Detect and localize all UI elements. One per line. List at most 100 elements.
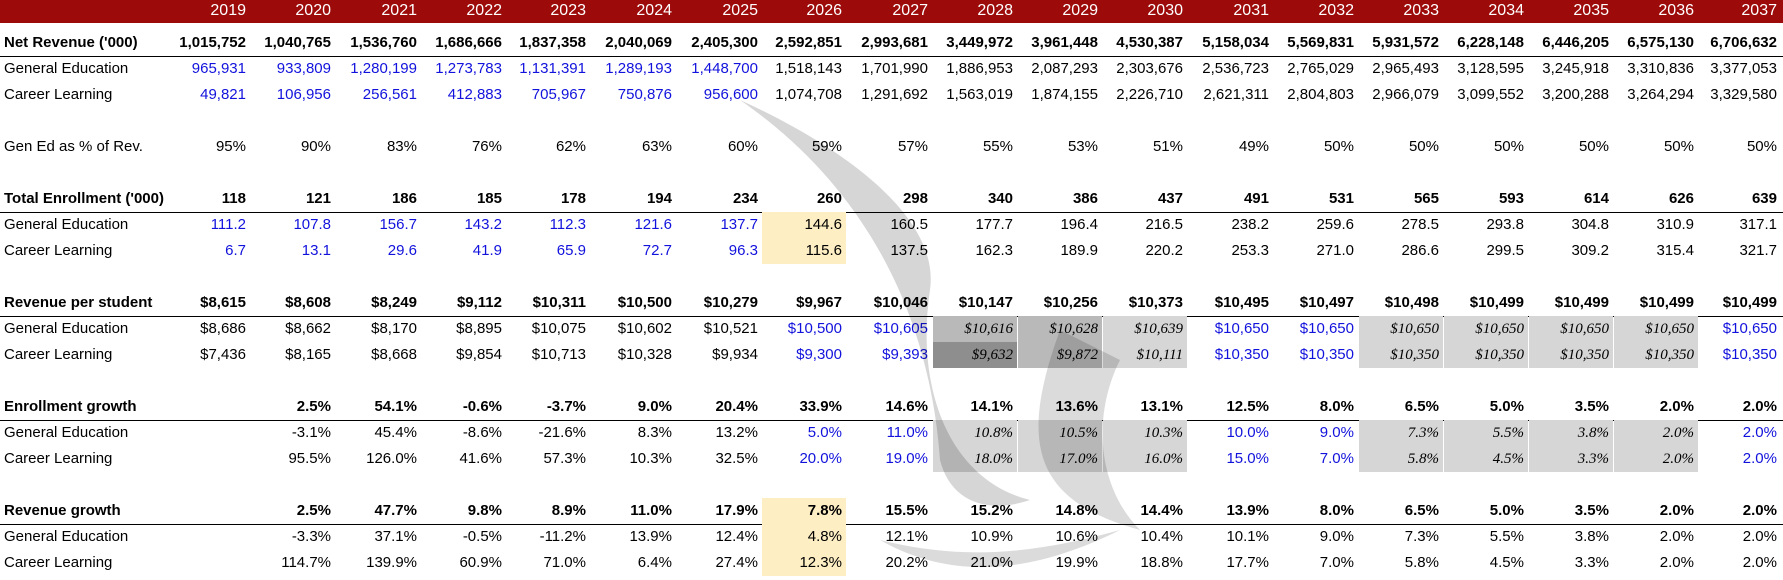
value-cell: 15.2% (970, 502, 1013, 519)
value-cell: 37.1% (374, 528, 417, 545)
section-total-row: Revenue growth 2.5% 47.7% 9.8% 8.9% 11.0% 17.9… (0, 498, 1783, 525)
value-cell: 7.3% (1359, 420, 1443, 446)
value-cell: 49,821 (200, 86, 246, 103)
value-cell: 260 (816, 190, 842, 207)
value-cell: $8,165 (285, 346, 331, 363)
value-cell: 2.0% (1659, 398, 1694, 415)
value-cell: 3.8% (1574, 528, 1609, 545)
value-cell: 5.0% (1489, 398, 1524, 415)
value-cell: 29.6 (387, 242, 417, 259)
value-cell: 2.0% (1614, 446, 1698, 472)
year-header-cell: 2020 (295, 2, 331, 19)
value-cell: 19.9% (1055, 554, 1098, 571)
value-cell: 17.9% (715, 502, 758, 519)
value-cell: 10.1% (1226, 528, 1269, 545)
value-cell: 13.6% (1055, 398, 1098, 415)
value-cell: $10,350 (1359, 342, 1443, 368)
value-cell: 55% (982, 138, 1013, 155)
value-cell: 13.9% (629, 528, 672, 545)
value-cell: 13.1% (1140, 398, 1183, 415)
value-cell: $9,112 (456, 294, 502, 311)
value-cell: 21.0% (970, 554, 1013, 571)
value-cell: 705,967 (531, 86, 586, 103)
value-cell: 5.8% (1404, 554, 1439, 571)
value-cell: 71.0% (543, 554, 586, 571)
value-cell: 15.0% (1226, 450, 1269, 467)
value-cell: 14.4% (1140, 502, 1183, 519)
value-cell: $10,373 (1128, 294, 1183, 311)
value-cell: $10,498 (1384, 294, 1439, 311)
value-cell: $10,639 (1103, 316, 1187, 342)
row-label: General Education (4, 528, 129, 545)
value-cell: 6,228,148 (1457, 34, 1524, 51)
value-cell: 27.4% (715, 554, 758, 571)
value-cell: 20.2% (885, 554, 928, 571)
value-cell: 614 (1583, 190, 1609, 207)
value-cell: 3,128,595 (1457, 60, 1524, 77)
value-cell: 1,701,990 (861, 60, 928, 77)
value-cell: 298 (902, 190, 928, 207)
value-cell: 121.6 (634, 216, 672, 233)
value-cell: 933,809 (276, 60, 331, 77)
value-cell: $10,350 (1722, 346, 1777, 363)
value-cell: 6,446,205 (1542, 34, 1609, 51)
value-cell (166, 394, 250, 420)
value-cell: 299.5 (1486, 242, 1524, 259)
value-cell: 5.5% (1489, 528, 1524, 545)
value-cell: 5,931,572 (1372, 34, 1439, 51)
value-cell: 2,966,079 (1372, 86, 1439, 103)
row-label: Career Learning (4, 242, 113, 259)
value-cell: $10,628 (1018, 316, 1102, 342)
value-cell: 17.7% (1226, 554, 1269, 571)
value-cell: 118 (221, 190, 246, 207)
year-header-cell: 2036 (1658, 2, 1694, 19)
value-cell: $10,650 (1299, 320, 1354, 337)
value-cell: 50% (1323, 138, 1354, 155)
year-header-cell: 2035 (1573, 2, 1609, 19)
value-cell: $10,495 (1214, 294, 1269, 311)
value-cell: 2.0% (1742, 502, 1777, 519)
value-cell: 76% (471, 138, 502, 155)
value-cell: 6.5% (1404, 398, 1439, 415)
value-cell: 14.6% (885, 398, 928, 415)
value-cell: $10,500 (617, 294, 672, 311)
value-cell: 12.5% (1226, 398, 1269, 415)
year-header-row: 2019 2020 2021 2022 2023 2024 2025 2026 2027 2028… (0, 0, 1783, 23)
value-cell: 114.7% (281, 554, 331, 571)
value-cell: $10,075 (531, 320, 586, 337)
value-cell: 20.4% (715, 398, 758, 415)
value-cell: 156.7 (379, 216, 417, 233)
value-cell: 8.3% (637, 424, 672, 441)
section-total-row: Net Revenue ('000) 1,015,752 1,040,765 1,53… (0, 30, 1783, 57)
value-cell: $10,350 (1614, 342, 1698, 368)
row-label: General Education (4, 320, 129, 337)
value-cell: 321.7 (1739, 242, 1777, 259)
value-cell: 2,226,710 (1116, 86, 1183, 103)
year-header-cell: 2019 (210, 2, 246, 19)
value-cell: $10,650 (1529, 316, 1613, 342)
row-label: Enrollment growth (4, 398, 137, 415)
value-cell: 15.5% (885, 502, 928, 519)
value-cell: -11.2% (539, 528, 586, 545)
value-cell: 220.2 (1145, 242, 1183, 259)
value-cell: $10,350 (1529, 342, 1613, 368)
value-cell: 304.8 (1571, 216, 1609, 233)
value-cell: 340 (987, 190, 1013, 207)
value-cell: 10.4% (1140, 528, 1183, 545)
row-label: Total Enrollment ('000) (4, 190, 164, 207)
value-cell: 57% (897, 138, 928, 155)
value-cell: $9,632 (933, 342, 1017, 368)
value-cell: 2,621,311 (1203, 86, 1269, 103)
value-cell: 1,289,193 (605, 60, 672, 77)
value-cell: 750,876 (617, 86, 672, 103)
value-cell: 4,530,387 (1116, 34, 1183, 51)
value-cell: 3.3% (1574, 554, 1609, 571)
value-cell: 3,329,580 (1710, 86, 1777, 103)
value-cell: 1,874,155 (1031, 86, 1098, 103)
value-cell: 2.0% (1742, 554, 1777, 571)
value-cell: 5,569,831 (1287, 34, 1354, 51)
value-cell: 2,040,069 (605, 34, 672, 51)
value-cell: 2.5% (296, 398, 331, 415)
value-cell: 271.0 (1316, 242, 1354, 259)
value-cell: 185 (476, 190, 502, 207)
